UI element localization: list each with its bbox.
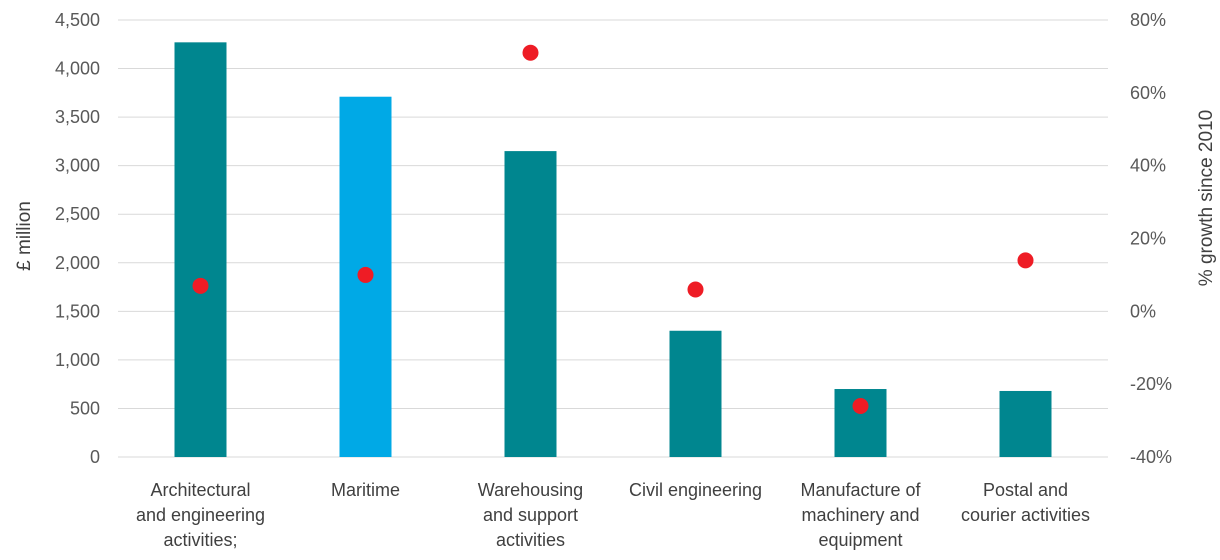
category-label: Civil engineering: [629, 480, 762, 500]
category-label: Architectural and engineering activities;: [136, 480, 265, 550]
category-label: Postal and courier activities: [961, 480, 1090, 525]
category-label: Maritime: [331, 480, 400, 500]
left-tick-label: 1,000: [55, 350, 100, 370]
right-tick-label: 60%: [1130, 83, 1166, 103]
growth-point: [522, 44, 539, 61]
left-tick-label: 2,000: [55, 253, 100, 273]
y2-axis-title: % growth since 2010: [1196, 110, 1217, 286]
growth-point: [1017, 252, 1034, 269]
bar: [669, 330, 722, 457]
category-label: Warehousing and support activities: [478, 480, 583, 550]
category-labels: Architectural and engineering activities; M…: [136, 480, 1090, 550]
right-tick-label: 0%: [1130, 301, 1156, 321]
growth-point: [357, 266, 374, 283]
gridlines: [118, 19, 1108, 458]
growth-point: [192, 277, 209, 294]
growth-point: [852, 398, 869, 415]
right-tick-label: 20%: [1130, 229, 1166, 249]
left-tick-label: 500: [70, 398, 100, 418]
left-tick-label: 4,000: [55, 59, 100, 79]
left-tick-label: 3,500: [55, 107, 100, 127]
right-tick-label: 80%: [1130, 10, 1166, 30]
right-tick-label: 40%: [1130, 156, 1166, 176]
growth-points: [192, 44, 1034, 415]
left-tick-label: 1,500: [55, 301, 100, 321]
bars: [174, 42, 1052, 458]
category-label: Manufacture of machinery and equipment: [800, 480, 921, 550]
bar: [999, 390, 1052, 457]
left-tick-label: 4,500: [55, 10, 100, 30]
right-axis-ticks: -40% -20% 0% 20% 40% 60% 80%: [1130, 10, 1172, 467]
right-tick-label: -20%: [1130, 374, 1172, 394]
growth-point: [687, 281, 704, 298]
left-tick-label: 2,500: [55, 204, 100, 224]
bar: [504, 151, 557, 457]
left-tick-label: 3,000: [55, 156, 100, 176]
y-axis-title: £ million: [14, 201, 35, 271]
right-tick-label: -40%: [1130, 447, 1172, 467]
left-tick-label: 0: [90, 447, 100, 467]
bar: [174, 42, 227, 457]
left-axis-ticks: 0 500 1,000 1,500 2,000 2,500 3,000 3,500 4,000 4…: [55, 10, 100, 467]
